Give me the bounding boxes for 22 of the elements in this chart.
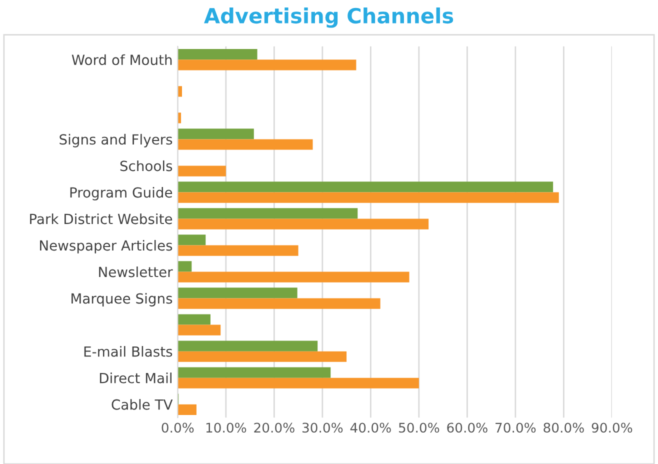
y-tick-label: E-mail Blasts <box>84 346 172 357</box>
y-tick-label: Newspaper Articles <box>40 240 172 254</box>
x-tick-label: 70.0% <box>496 422 536 433</box>
y-tick-label: Direct Mail <box>100 372 172 384</box>
y-tick-label: Signs and Flyers <box>60 134 172 148</box>
y-tick-label: Schools <box>120 160 172 172</box>
x-tick-label: 20.0% <box>254 422 294 433</box>
x-tick-label: 10.0% <box>206 422 246 433</box>
y-tick-label: Marquee Signs <box>72 293 172 306</box>
x-tick-label: 0.0% <box>162 422 194 433</box>
y-tick-label: Word of Mouth <box>72 54 172 66</box>
x-tick-label: 50.0% <box>398 422 440 433</box>
y-tick-label: Park District Website <box>30 213 172 224</box>
chart-title: Advertising Channels <box>204 7 454 28</box>
x-tick-label: 30.0% <box>302 422 343 433</box>
x-tick-label: 80.0% <box>544 422 584 433</box>
x-tick-label: 90.0% <box>592 422 632 433</box>
y-tick-label: Program Guide <box>70 186 172 200</box>
y-tick-label: Newsletter <box>99 266 173 278</box>
x-tick-label: 60.0% <box>447 422 488 433</box>
y-tick-label: Cable TV <box>112 399 173 410</box>
x-tick-label: 40.0% <box>350 422 391 433</box>
